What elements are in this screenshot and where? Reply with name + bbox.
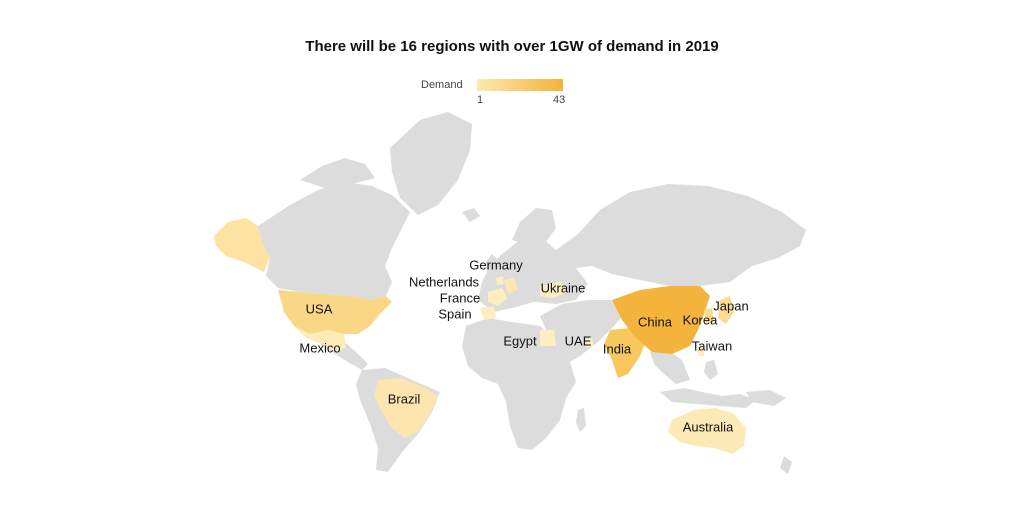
label-australia: Australia <box>682 419 734 435</box>
label-france: France <box>439 290 481 306</box>
region-taiwan <box>698 346 704 356</box>
legend-color-scale <box>477 79 563 91</box>
land-africa <box>462 318 576 450</box>
region-egypt <box>540 330 556 346</box>
region-india <box>604 328 646 378</box>
region-mexico <box>294 326 346 352</box>
land-middle-east <box>540 300 626 364</box>
land-iceland <box>462 208 480 222</box>
map-title: There will be 16 regions with over 1GW o… <box>305 38 719 55</box>
region-brazil <box>374 378 438 438</box>
region-uae <box>584 338 594 348</box>
land-new-guinea <box>746 390 786 406</box>
region-alaska <box>214 218 270 272</box>
land-madagascar <box>576 408 586 432</box>
legend-min-label: 1 <box>477 94 484 106</box>
legend-title: Demand <box>421 79 463 91</box>
region-france <box>488 288 508 306</box>
label-china: China <box>638 314 672 330</box>
land-canada <box>258 182 410 300</box>
label-brazil: Brazil <box>387 391 421 407</box>
label-germany: Germany <box>469 257 523 273</box>
region-australia <box>668 408 746 454</box>
region-korea <box>704 308 714 324</box>
label-ukraine: Ukraine <box>540 280 586 296</box>
region-netherlands <box>496 276 504 285</box>
label-netherlands: Netherlands <box>408 274 480 290</box>
label-mexico: Mexico <box>299 340 341 356</box>
land-new-zealand <box>780 456 792 474</box>
land-indonesia <box>660 388 756 408</box>
region-ukraine <box>540 282 568 298</box>
land-greenland <box>390 112 472 215</box>
region-china <box>612 286 710 354</box>
land-russia <box>556 184 806 286</box>
region-japan <box>718 296 734 324</box>
land-southeast-asia <box>650 348 690 384</box>
label-india: India <box>602 341 632 357</box>
land-uk <box>486 254 498 280</box>
label-usa: USA <box>305 301 333 317</box>
land-arctic-islands <box>300 158 375 188</box>
label-spain: Spain <box>438 306 472 322</box>
region-usa <box>278 290 392 334</box>
label-korea: Korea <box>682 312 718 328</box>
region-spain <box>480 306 496 320</box>
label-uae: UAE <box>564 333 592 349</box>
label-japan: Japan <box>713 298 749 314</box>
highlighted-regions <box>214 218 746 454</box>
region-germany <box>504 278 518 294</box>
label-taiwan: Taiwan <box>691 338 733 354</box>
legend-max-label: 43 <box>553 94 566 106</box>
land-scandinavia <box>512 208 556 246</box>
land-philippines <box>704 360 718 380</box>
label-egypt: Egypt <box>503 333 537 349</box>
